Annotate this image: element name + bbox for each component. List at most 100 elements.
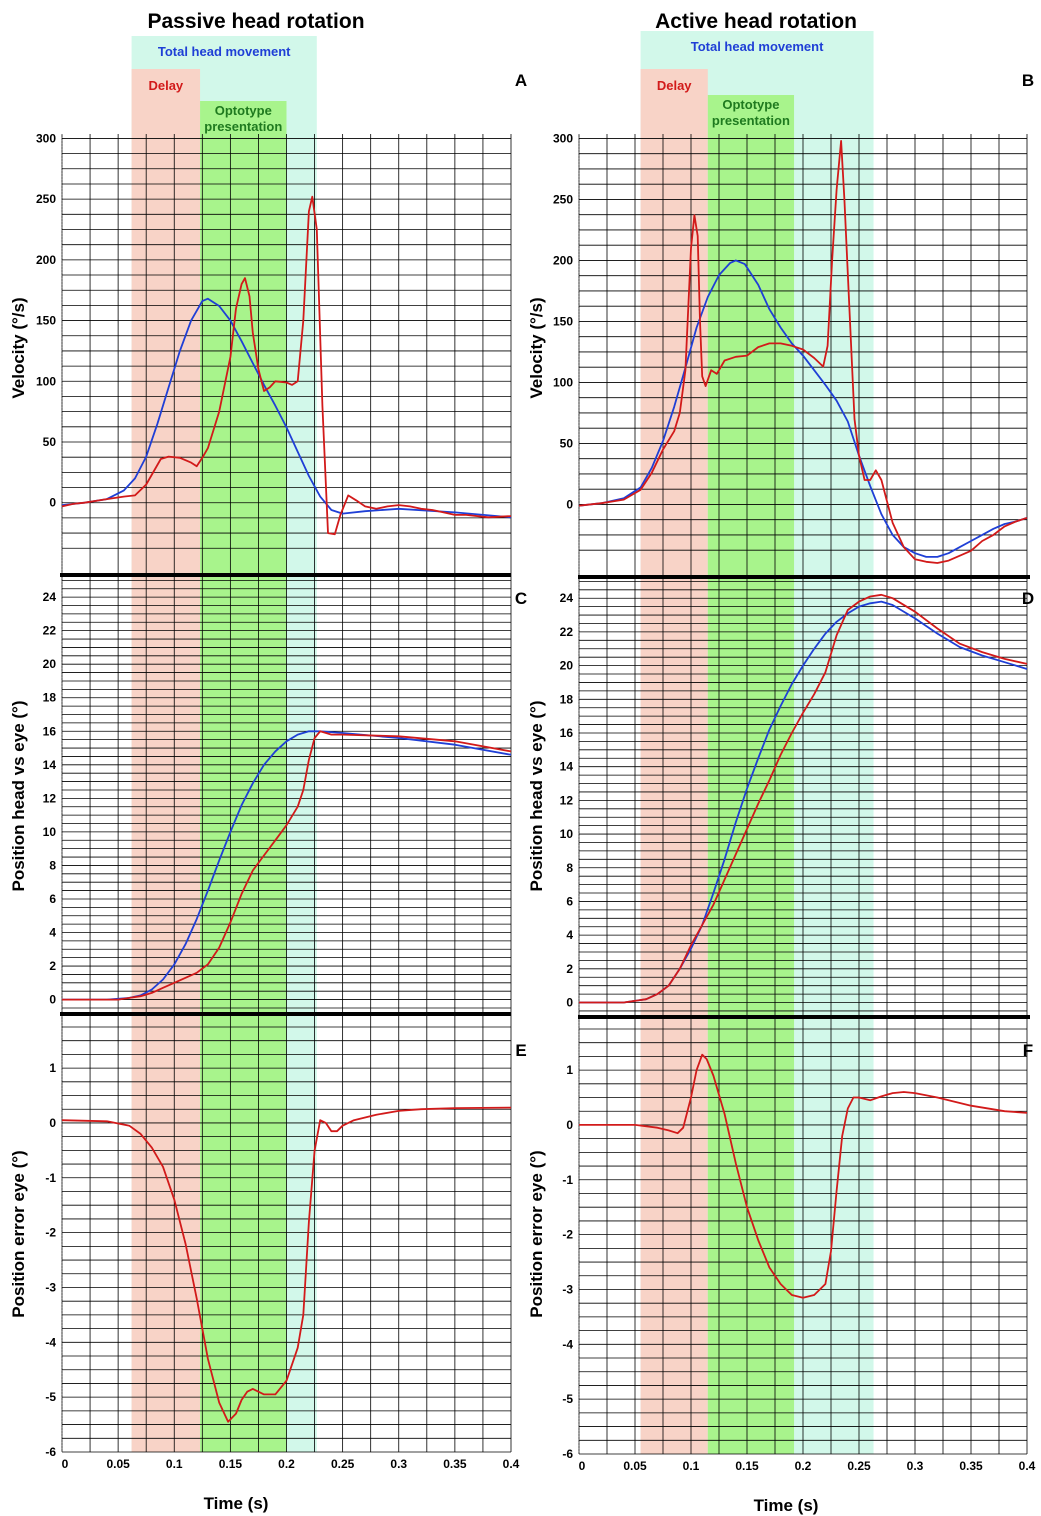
x-axis-label-left: Time (s) xyxy=(204,1494,269,1513)
y-tick-label: 22 xyxy=(43,624,57,638)
panel-label-B: B xyxy=(1022,71,1034,90)
y-tick-label: 0 xyxy=(49,496,56,510)
y-tick-label: 4 xyxy=(49,926,56,940)
total-head-movement-label: Total head movement xyxy=(158,44,291,59)
x-tick-label: 0.15 xyxy=(735,1459,759,1473)
panel-label-A: A xyxy=(515,71,527,90)
optotype-presentation-label-line2: presentation xyxy=(712,113,790,128)
y-tick-label: 50 xyxy=(560,436,574,450)
grid-lines xyxy=(61,134,1028,1455)
x-tick-label: 0.4 xyxy=(1019,1459,1036,1473)
y-tick-label: 200 xyxy=(36,253,56,267)
y-tick-label: 250 xyxy=(553,192,573,206)
y-axis-label: Position head vs eye (°) xyxy=(527,700,546,891)
eye-series-line xyxy=(61,1106,512,1423)
optotype-presentation-label-line1: Optotype xyxy=(722,97,779,112)
optotype-presentation-band xyxy=(200,101,287,1452)
y-axis-label: Position head vs eye (°) xyxy=(9,700,28,891)
x-tick-label: 0.1 xyxy=(683,1459,700,1473)
y-tick-label: 16 xyxy=(43,724,57,738)
y-tick-label: 150 xyxy=(553,314,573,328)
panel-label-C: C xyxy=(515,589,527,608)
x-tick-label: 0.35 xyxy=(959,1459,983,1473)
y-tick-label: 20 xyxy=(43,657,57,671)
delay-label: Delay xyxy=(148,78,183,93)
y-tick-label: 250 xyxy=(36,192,56,206)
optotype-presentation-label-line1: Optotype xyxy=(215,103,272,118)
y-tick-label: 10 xyxy=(43,825,57,839)
y-tick-label: 10 xyxy=(560,827,574,841)
y-tick-label: 14 xyxy=(560,760,574,774)
y-tick-label: -1 xyxy=(562,1173,573,1187)
y-tick-label: -6 xyxy=(45,1445,56,1459)
y-tick-label: 12 xyxy=(43,791,57,805)
x-tick-label: 0.05 xyxy=(623,1459,647,1473)
y-tick-label: -3 xyxy=(562,1282,573,1296)
y-tick-label: -1 xyxy=(45,1171,56,1185)
optotype-presentation-band xyxy=(707,95,795,1454)
text-labels: Passive head rotation Active head rotati… xyxy=(9,10,1036,1515)
panel-label-D: D xyxy=(1022,589,1034,608)
head-series-line xyxy=(61,297,512,519)
x-tick-label: 0 xyxy=(62,1457,69,1471)
x-tick-label: 0.25 xyxy=(847,1459,871,1473)
y-tick-label: -3 xyxy=(45,1280,56,1294)
y-tick-label: 200 xyxy=(553,253,573,267)
y-tick-label: 18 xyxy=(560,692,574,706)
x-tick-label: 0.2 xyxy=(278,1457,295,1471)
y-tick-label: 20 xyxy=(560,659,574,673)
x-tick-label: 0.3 xyxy=(907,1459,924,1473)
y-tick-label: -4 xyxy=(562,1337,573,1351)
column-title-passive: Passive head rotation xyxy=(147,10,364,33)
y-tick-label: 300 xyxy=(36,131,56,145)
highlight-bands xyxy=(131,31,874,1454)
y-tick-label: 0 xyxy=(49,993,56,1007)
x-tick-label: 0.25 xyxy=(331,1457,355,1471)
x-tick-label: 0.2 xyxy=(795,1459,812,1473)
x-tick-label: 0.35 xyxy=(443,1457,467,1471)
data-lines xyxy=(61,139,1028,1423)
y-tick-label: 14 xyxy=(43,758,57,772)
optotype-presentation-label-line2: presentation xyxy=(204,119,282,134)
y-tick-label: 100 xyxy=(553,375,573,389)
x-tick-label: 0.4 xyxy=(503,1457,520,1471)
y-tick-label: -6 xyxy=(562,1447,573,1461)
panel-label-E: E xyxy=(515,1041,526,1060)
panel-dividers xyxy=(60,573,1030,1019)
y-tick-label: 100 xyxy=(36,374,56,388)
y-tick-label: 24 xyxy=(43,590,57,604)
y-tick-label: -5 xyxy=(45,1390,56,1404)
x-tick-label: 0.3 xyxy=(390,1457,407,1471)
eye-series-line xyxy=(61,195,512,536)
y-tick-label: -2 xyxy=(45,1226,56,1240)
delay-label: Delay xyxy=(657,78,692,93)
eye-series-line xyxy=(579,1053,1028,1299)
y-tick-label: 6 xyxy=(566,894,573,908)
y-axis-label: Velocity (°/s) xyxy=(9,297,28,398)
y-tick-label: 0 xyxy=(566,1118,573,1132)
eye-series-line xyxy=(578,139,1028,564)
y-tick-label: -2 xyxy=(562,1228,573,1242)
eye-series-line xyxy=(62,730,512,1001)
eye-series-line xyxy=(579,593,1028,1004)
delay-band xyxy=(131,69,201,1452)
y-tick-label: 16 xyxy=(560,726,574,740)
y-tick-label: 1 xyxy=(566,1063,573,1077)
y-axis-label: Position error eye (°) xyxy=(527,1150,546,1317)
y-tick-label: 1 xyxy=(49,1061,56,1075)
y-tick-label: 50 xyxy=(43,435,57,449)
y-tick-label: 8 xyxy=(49,858,56,872)
y-tick-label: -4 xyxy=(45,1335,56,1349)
y-tick-label: 300 xyxy=(553,131,573,145)
x-tick-label: 0.05 xyxy=(106,1457,130,1471)
x-tick-label: 0 xyxy=(579,1459,586,1473)
y-tick-label: 24 xyxy=(560,591,574,605)
x-tick-label: 0.1 xyxy=(166,1457,183,1471)
y-tick-label: 0 xyxy=(566,996,573,1010)
head-series-line xyxy=(578,259,1028,558)
column-title-active: Active head rotation xyxy=(655,10,857,33)
y-tick-label: 4 xyxy=(566,928,573,942)
y-tick-label: 150 xyxy=(36,314,56,328)
y-axis-label: Position error eye (°) xyxy=(9,1150,28,1317)
